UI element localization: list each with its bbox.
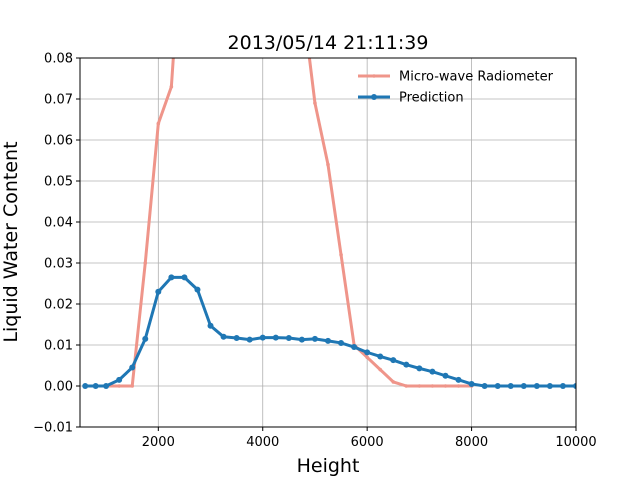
y-axis-label: Liquid Water Content bbox=[0, 141, 22, 342]
point-marker bbox=[103, 383, 110, 389]
y-tick-label: 0.04 bbox=[44, 216, 73, 231]
point-marker bbox=[573, 383, 576, 389]
point-marker bbox=[365, 355, 369, 360]
point-marker bbox=[82, 383, 89, 389]
point-marker bbox=[259, 334, 266, 341]
y-tick-label: 0.07 bbox=[44, 93, 73, 108]
point-marker bbox=[546, 383, 553, 389]
point-marker bbox=[507, 383, 514, 389]
ticks: −0.01 0.00 0.01 0.02 0.03 0.04 0.05 0.06 0.07 0.0… bbox=[33, 52, 597, 451]
point-marker bbox=[129, 364, 136, 371]
point-marker bbox=[390, 357, 397, 364]
plot-area bbox=[82, 58, 576, 389]
point-marker bbox=[155, 288, 162, 295]
chart-title: 2013/05/14 21:11:39 bbox=[228, 32, 429, 54]
point-marker bbox=[233, 335, 240, 342]
point-marker bbox=[533, 383, 540, 389]
point-marker bbox=[207, 322, 214, 329]
point-marker bbox=[429, 368, 436, 375]
point-marker bbox=[311, 335, 318, 342]
point-marker bbox=[326, 162, 330, 167]
legend: Micro-wave Radiometer Prediction bbox=[358, 70, 554, 106]
legend-marker bbox=[372, 74, 376, 78]
x-tick-label: 6000 bbox=[351, 435, 384, 450]
point-marker bbox=[117, 384, 121, 388]
grid bbox=[80, 57, 577, 428]
point-marker bbox=[325, 337, 331, 344]
point-marker bbox=[468, 380, 475, 387]
point-marker bbox=[559, 383, 566, 389]
point-marker bbox=[364, 349, 371, 356]
point-marker bbox=[181, 274, 188, 281]
legend-label: Micro-wave Radiometer bbox=[399, 70, 554, 85]
point-marker bbox=[285, 335, 292, 342]
point-marker bbox=[417, 384, 422, 388]
y-tick-label: −0.01 bbox=[33, 421, 73, 436]
point-marker bbox=[194, 286, 201, 293]
y-tick-label: 0.01 bbox=[44, 339, 73, 354]
x-tick-label: 2000 bbox=[142, 435, 175, 450]
point-marker bbox=[520, 383, 527, 389]
point-marker bbox=[246, 336, 253, 343]
point-marker bbox=[143, 261, 148, 265]
x-axis-label: Height bbox=[297, 455, 360, 477]
point-marker bbox=[298, 336, 305, 343]
point-marker bbox=[142, 335, 149, 342]
y-tick-label: 0.02 bbox=[44, 298, 73, 313]
y-tick-label: 0.05 bbox=[44, 175, 73, 190]
point-marker bbox=[442, 372, 449, 379]
point-marker bbox=[404, 384, 409, 388]
point-marker bbox=[443, 384, 448, 388]
point-marker bbox=[481, 383, 488, 389]
point-marker bbox=[156, 121, 161, 126]
point-marker bbox=[220, 333, 227, 340]
x-tick-label: 8000 bbox=[455, 435, 488, 450]
point-marker bbox=[430, 384, 435, 388]
point-marker bbox=[455, 376, 462, 383]
y-tick-label: 0.08 bbox=[44, 52, 73, 67]
point-marker bbox=[391, 380, 396, 384]
legend-marker bbox=[371, 94, 377, 100]
point-marker bbox=[351, 344, 358, 351]
y-tick-label: 0.00 bbox=[44, 380, 73, 395]
point-marker bbox=[272, 334, 279, 341]
point-marker bbox=[403, 361, 410, 368]
point-marker bbox=[416, 365, 423, 372]
point-marker bbox=[168, 274, 175, 281]
x-tick-label: 10000 bbox=[555, 435, 596, 450]
point-marker bbox=[377, 353, 384, 360]
x-tick-label: 4000 bbox=[246, 435, 279, 450]
point-marker bbox=[169, 84, 174, 89]
point-marker bbox=[494, 383, 501, 389]
axes-frame bbox=[79, 57, 577, 428]
point-marker bbox=[313, 101, 317, 105]
legend-label: Prediction bbox=[399, 91, 464, 106]
point-marker bbox=[92, 383, 99, 389]
point-marker bbox=[130, 384, 135, 388]
point-marker bbox=[339, 253, 343, 257]
point-marker bbox=[338, 339, 345, 346]
y-tick-label: 0.06 bbox=[44, 134, 73, 149]
y-tick-label: 0.03 bbox=[44, 257, 73, 272]
point-marker bbox=[116, 376, 123, 383]
point-marker bbox=[378, 367, 383, 372]
point-marker bbox=[456, 384, 461, 388]
